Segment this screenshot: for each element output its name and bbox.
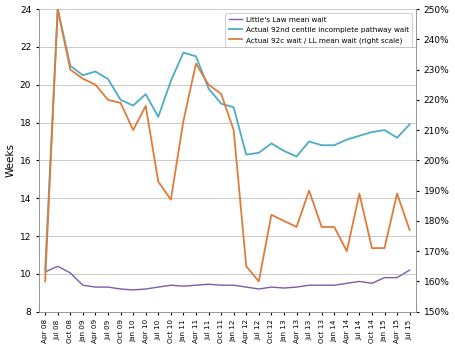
- Actual 92c wait / LL mean wait (right scale): [168, 198, 173, 202]
- Actual 92nd centile incomplete pathway wait: [306, 139, 312, 143]
- Little's Law mean wait: [55, 264, 61, 268]
- Little's Law mean wait: [42, 270, 48, 274]
- Actual 92c wait / LL mean wait (right scale): [105, 98, 111, 102]
- Little's Law mean wait: [407, 268, 412, 272]
- Little's Law mean wait: [80, 283, 86, 287]
- Line: Little's Law mean wait: Little's Law mean wait: [45, 266, 410, 290]
- Actual 92c wait / LL mean wait (right scale): [156, 179, 161, 184]
- Actual 92nd centile incomplete pathway wait: [93, 69, 98, 74]
- Actual 92nd centile incomplete pathway wait: [42, 268, 48, 272]
- Actual 92c wait / LL mean wait (right scale): [131, 128, 136, 132]
- Actual 92nd centile incomplete pathway wait: [105, 77, 111, 81]
- Little's Law mean wait: [256, 287, 262, 291]
- Actual 92nd centile incomplete pathway wait: [294, 155, 299, 159]
- Little's Law mean wait: [369, 281, 374, 285]
- Actual 92nd centile incomplete pathway wait: [168, 79, 173, 83]
- Little's Law mean wait: [131, 288, 136, 292]
- Actual 92c wait / LL mean wait (right scale): [357, 192, 362, 196]
- Actual 92nd centile incomplete pathway wait: [206, 87, 211, 91]
- Actual 92c wait / LL mean wait (right scale): [332, 225, 337, 229]
- Actual 92nd centile incomplete pathway wait: [67, 64, 73, 68]
- Actual 92nd centile incomplete pathway wait: [332, 143, 337, 147]
- Little's Law mean wait: [319, 283, 324, 287]
- Actual 92c wait / LL mean wait (right scale): [80, 76, 86, 81]
- Actual 92c wait / LL mean wait (right scale): [306, 188, 312, 193]
- Line: Actual 92c wait / LL mean wait (right scale): Actual 92c wait / LL mean wait (right sc…: [45, 9, 410, 281]
- Actual 92nd centile incomplete pathway wait: [80, 73, 86, 77]
- Actual 92c wait / LL mean wait (right scale): [206, 83, 211, 87]
- Actual 92nd centile incomplete pathway wait: [357, 134, 362, 138]
- Little's Law mean wait: [67, 271, 73, 275]
- Little's Law mean wait: [243, 285, 249, 289]
- Actual 92nd centile incomplete pathway wait: [268, 141, 274, 146]
- Little's Law mean wait: [118, 287, 123, 291]
- Little's Law mean wait: [143, 287, 148, 291]
- Little's Law mean wait: [93, 285, 98, 289]
- Actual 92nd centile incomplete pathway wait: [243, 153, 249, 157]
- Actual 92c wait / LL mean wait (right scale): [369, 246, 374, 250]
- Little's Law mean wait: [394, 276, 400, 280]
- Actual 92c wait / LL mean wait (right scale): [118, 101, 123, 105]
- Actual 92nd centile incomplete pathway wait: [181, 51, 186, 55]
- Actual 92nd centile incomplete pathway wait: [131, 103, 136, 107]
- Actual 92c wait / LL mean wait (right scale): [319, 225, 324, 229]
- Actual 92nd centile incomplete pathway wait: [143, 92, 148, 96]
- Actual 92nd centile incomplete pathway wait: [256, 151, 262, 155]
- Actual 92c wait / LL mean wait (right scale): [193, 61, 199, 66]
- Actual 92c wait / LL mean wait (right scale): [42, 279, 48, 283]
- Actual 92c wait / LL mean wait (right scale): [382, 246, 387, 250]
- Actual 92c wait / LL mean wait (right scale): [181, 119, 186, 123]
- Actual 92c wait / LL mean wait (right scale): [218, 92, 224, 96]
- Little's Law mean wait: [156, 285, 161, 289]
- Little's Law mean wait: [105, 285, 111, 289]
- Actual 92c wait / LL mean wait (right scale): [143, 104, 148, 108]
- Actual 92c wait / LL mean wait (right scale): [231, 128, 237, 132]
- Actual 92nd centile incomplete pathway wait: [319, 143, 324, 147]
- Actual 92nd centile incomplete pathway wait: [394, 135, 400, 140]
- Actual 92nd centile incomplete pathway wait: [118, 98, 123, 102]
- Actual 92c wait / LL mean wait (right scale): [67, 67, 73, 72]
- Actual 92nd centile incomplete pathway wait: [156, 115, 161, 119]
- Little's Law mean wait: [344, 281, 349, 285]
- Little's Law mean wait: [332, 283, 337, 287]
- Actual 92nd centile incomplete pathway wait: [281, 149, 287, 153]
- Line: Actual 92nd centile incomplete pathway wait: Actual 92nd centile incomplete pathway w…: [45, 9, 410, 270]
- Actual 92c wait / LL mean wait (right scale): [394, 192, 400, 196]
- Actual 92c wait / LL mean wait (right scale): [294, 225, 299, 229]
- Actual 92c wait / LL mean wait (right scale): [256, 279, 262, 283]
- Actual 92c wait / LL mean wait (right scale): [281, 219, 287, 223]
- Legend: Little's Law mean wait, Actual 92nd centile incomplete pathway wait, Actual 92c : Little's Law mean wait, Actual 92nd cent…: [225, 13, 412, 47]
- Actual 92c wait / LL mean wait (right scale): [55, 7, 61, 11]
- Little's Law mean wait: [306, 283, 312, 287]
- Actual 92c wait / LL mean wait (right scale): [268, 213, 274, 217]
- Little's Law mean wait: [357, 279, 362, 283]
- Little's Law mean wait: [281, 286, 287, 290]
- Actual 92nd centile incomplete pathway wait: [369, 130, 374, 134]
- Actual 92nd centile incomplete pathway wait: [382, 128, 387, 132]
- Actual 92nd centile incomplete pathway wait: [193, 54, 199, 58]
- Actual 92nd centile incomplete pathway wait: [231, 105, 237, 110]
- Little's Law mean wait: [218, 283, 224, 287]
- Actual 92c wait / LL mean wait (right scale): [93, 83, 98, 87]
- Actual 92nd centile incomplete pathway wait: [55, 7, 61, 11]
- Y-axis label: Weeks: Weeks: [5, 143, 15, 177]
- Actual 92nd centile incomplete pathway wait: [344, 138, 349, 142]
- Little's Law mean wait: [193, 283, 199, 287]
- Little's Law mean wait: [168, 283, 173, 287]
- Little's Law mean wait: [382, 276, 387, 280]
- Actual 92c wait / LL mean wait (right scale): [243, 264, 249, 268]
- Actual 92nd centile incomplete pathway wait: [407, 122, 412, 127]
- Little's Law mean wait: [206, 282, 211, 286]
- Actual 92c wait / LL mean wait (right scale): [407, 228, 412, 232]
- Little's Law mean wait: [268, 285, 274, 289]
- Little's Law mean wait: [294, 285, 299, 289]
- Little's Law mean wait: [181, 284, 186, 288]
- Actual 92c wait / LL mean wait (right scale): [344, 249, 349, 253]
- Little's Law mean wait: [231, 283, 237, 287]
- Actual 92nd centile incomplete pathway wait: [218, 102, 224, 106]
